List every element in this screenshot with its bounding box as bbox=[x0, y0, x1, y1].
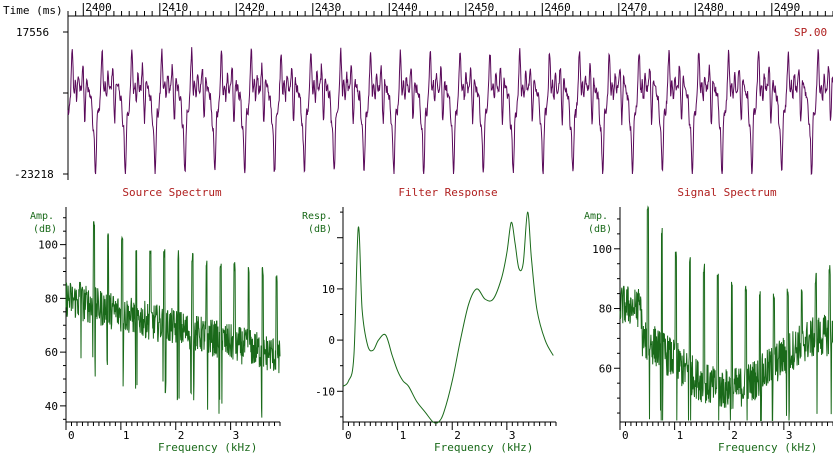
filter-y-tick-label: -10 bbox=[315, 385, 335, 398]
filter-x-tick-label: 1 bbox=[400, 429, 407, 442]
source-spectrum-panel: Amp. (dB) 40 60 80 100 0 1 2 3 Frequency (kHz) bbox=[30, 207, 281, 454]
time-axis-label: Time (ms) bbox=[3, 4, 63, 17]
time-tick-label: 2490 bbox=[774, 1, 801, 14]
filter-x-tick-label: 2 bbox=[454, 429, 461, 442]
signal-y-tick-label: 100 bbox=[592, 243, 612, 256]
filter-xlabel: Frequency (kHz) bbox=[434, 441, 533, 454]
signal-x-ticks: 0 1 2 3 bbox=[619, 422, 833, 442]
signal-x-tick-label: 1 bbox=[677, 429, 684, 442]
source-y-ticks: 40 60 80 100 bbox=[38, 217, 66, 420]
signal-spectrum-panel: Amp. (dB) 60 80 100 0 1 2 3 Frequency (kHz) bbox=[584, 205, 833, 454]
time-tick-label: 2460 bbox=[544, 1, 571, 14]
filter-response-trace bbox=[342, 211, 554, 424]
time-tick-label: 2400 bbox=[85, 1, 112, 14]
filter-y-tick-label: 10 bbox=[322, 283, 335, 296]
source-spectrum-trace bbox=[65, 221, 281, 418]
filter-response-title: Filter Response bbox=[398, 186, 497, 199]
time-tick-label: 2450 bbox=[468, 1, 495, 14]
signal-ylabel-db: (dB) bbox=[588, 224, 612, 235]
source-y-tick-label: 40 bbox=[45, 400, 58, 413]
time-ticks: 2400 2410 2420 2430 2440 2450 2460 2470 2480 2490 bbox=[67, 1, 833, 16]
signal-y-tick-label: 60 bbox=[599, 362, 612, 375]
source-x-tick-label: 3 bbox=[233, 429, 240, 442]
waveform-trace bbox=[67, 47, 833, 176]
waveform-ymin-label: -23218 bbox=[14, 168, 54, 181]
source-y-tick-label: 80 bbox=[45, 292, 58, 305]
signal-x-tick-label: 2 bbox=[731, 429, 738, 442]
signal-y-ticks: 60 80 100 bbox=[592, 218, 620, 414]
time-tick-label: 2430 bbox=[315, 1, 342, 14]
source-y-tick-label: 60 bbox=[45, 346, 58, 359]
filter-y-ticks: -10 0 10 bbox=[315, 211, 343, 418]
time-tick-label: 2440 bbox=[391, 1, 418, 14]
signal-ylabel-amp: Amp. bbox=[584, 211, 608, 222]
signal-y-tick-label: 80 bbox=[599, 303, 612, 316]
channel-label: SP.00 bbox=[794, 26, 827, 39]
time-tick-label: 2420 bbox=[238, 1, 264, 14]
signal-xlabel: Frequency (kHz) bbox=[718, 441, 817, 454]
source-spectrum-title: Source Spectrum bbox=[122, 186, 222, 199]
signal-spectrum-trace bbox=[619, 205, 833, 421]
time-tick-label: 2480 bbox=[697, 1, 724, 14]
source-x-tick-label: 1 bbox=[123, 429, 130, 442]
time-tick-label: 2410 bbox=[162, 1, 189, 14]
source-y-tick-label: 100 bbox=[38, 239, 58, 252]
source-x-tick-label: 2 bbox=[178, 429, 185, 442]
source-xlabel: Frequency (kHz) bbox=[158, 441, 257, 454]
signal-spectrum-title: Signal Spectrum bbox=[677, 186, 777, 199]
waveform-ymax-label: 17556 bbox=[16, 26, 49, 39]
filter-ylabel-db: (dB) bbox=[308, 224, 332, 235]
waveform-panel: Time (ms) 2400 2410 2420 2430 2440 2450 2460 24… bbox=[3, 1, 833, 181]
source-ylabel-amp: Amp. bbox=[30, 211, 54, 222]
filter-response-panel: Resp. (dB) -10 0 10 0 1 2 3 Frequency (kHz) bbox=[302, 207, 557, 454]
filter-x-ticks: 0 1 2 3 bbox=[342, 422, 557, 442]
signal-x-tick-label: 3 bbox=[786, 429, 793, 442]
filter-x-tick-label: 0 bbox=[345, 429, 352, 442]
source-x-ticks: 0 1 2 3 bbox=[65, 422, 281, 442]
filter-x-tick-label: 3 bbox=[509, 429, 516, 442]
filter-y-tick-label: 0 bbox=[328, 334, 335, 347]
filter-ylabel-resp: Resp. bbox=[302, 211, 332, 222]
time-tick-label: 2470 bbox=[621, 1, 648, 14]
signal-x-tick-label: 0 bbox=[622, 429, 629, 442]
source-x-tick-label: 0 bbox=[68, 429, 75, 442]
source-ylabel-db: (dB) bbox=[33, 224, 57, 235]
